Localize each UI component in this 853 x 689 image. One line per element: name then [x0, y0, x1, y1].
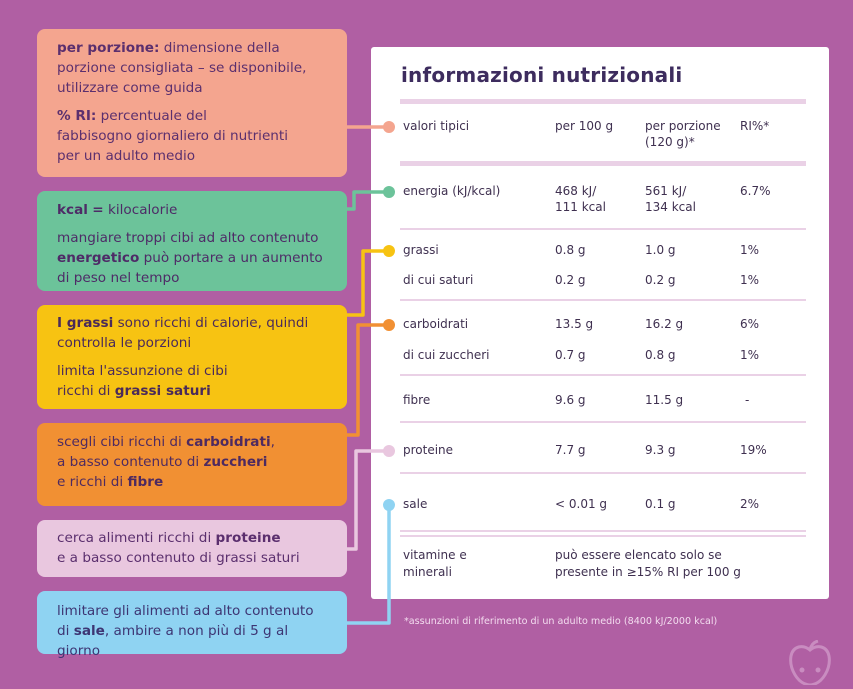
row-salt-ri: 2% — [740, 497, 760, 511]
row-vitamins-note: può essere elencato solo se — [555, 548, 722, 562]
dot-kcal — [383, 186, 395, 198]
row-protein-ri: 19% — [740, 443, 767, 457]
row-carbs-ri: 6% — [740, 317, 760, 331]
legend-carb-box: scegli cibi ricchi di carboidrati, a bas… — [37, 423, 347, 506]
row-vitamins-label: vitamine e — [403, 548, 467, 562]
row-protein-per100: 7.7 g — [555, 443, 586, 457]
row-salt-portion: 0.1 g — [645, 497, 676, 511]
row-minerals-label: minerali — [403, 565, 452, 579]
row-protein-label: proteine — [403, 443, 454, 457]
row-fat-per100: 0.8 g — [555, 243, 586, 257]
legend-portion-box: per porzione: dimensione della porzione … — [37, 29, 347, 177]
divider — [400, 535, 806, 537]
dot-protein — [383, 445, 395, 457]
header-typical-values: valori tipici — [403, 119, 470, 133]
row-carbs-label: carboidrati — [403, 317, 469, 331]
ri-term: % RI: — [57, 108, 97, 124]
divider — [400, 161, 806, 166]
row-protein-portion: 9.3 g — [645, 443, 676, 457]
header-portion-size: (120 g)* — [645, 135, 695, 149]
row-carbs-per100: 13.5 g — [555, 317, 594, 331]
legend-protein-box: cerca alimenti ricchi di proteine e a ba… — [37, 520, 347, 577]
row-sugars-portion: 0.8 g — [645, 348, 676, 362]
row-sugars-ri: 1% — [740, 348, 760, 362]
table-title: informazioni nutrizionali — [401, 63, 683, 87]
row-salt-label: sale — [403, 497, 428, 511]
legend-kcal-box: kcal = kilocalorie mangiare troppi cibi … — [37, 191, 347, 291]
row-energy-portion: 561 kJ/ — [645, 184, 687, 198]
row-salt-per100: < 0.01 g — [555, 497, 608, 511]
connector-protein — [345, 449, 391, 551]
dot-carb — [383, 319, 395, 331]
header-ri: RI%* — [740, 119, 770, 133]
row-sugars-label: di cui zuccheri — [403, 348, 490, 362]
row-energy-per100: 468 kJ/ — [555, 184, 597, 198]
divider — [400, 228, 806, 230]
divider — [400, 472, 806, 474]
row-carbs-portion: 16.2 g — [645, 317, 684, 331]
legend-salt-box: limitare gli alimenti ad alto contenuto … — [37, 591, 347, 659]
row-fat-ri: 1% — [740, 243, 760, 257]
row-fat-label: grassi — [403, 243, 439, 257]
row-fibre-per100: 9.6 g — [555, 393, 586, 407]
row-energy-ri: 6.7% — [740, 184, 771, 198]
row-energy-per100-kcal: 111 kcal — [555, 200, 606, 214]
row-saturates-label: di cui saturi — [403, 273, 474, 287]
row-sugars-per100: 0.7 g — [555, 348, 586, 362]
row-vitamins-note-threshold: presente in ≥15% RI per 100 g — [555, 565, 741, 579]
divider — [400, 374, 806, 376]
header-per-portion: per porzione — [645, 119, 721, 133]
row-fibre-label: fibre — [403, 393, 431, 407]
connector-fat — [345, 249, 391, 317]
dot-salt — [383, 499, 395, 511]
row-fibre-ri: - — [745, 393, 750, 407]
portion-term: per porzione: — [57, 40, 160, 56]
dot-fat — [383, 245, 395, 257]
divider — [400, 530, 806, 532]
row-fibre-portion: 11.5 g — [645, 393, 684, 407]
row-fat-portion: 1.0 g — [645, 243, 676, 257]
dot-portion — [383, 121, 395, 133]
row-saturates-ri: 1% — [740, 273, 760, 287]
header-per-100g: per 100 g — [555, 119, 614, 133]
legend-fat-box: I grassi sono ricchi di calorie, quindi … — [37, 305, 347, 409]
footnote: *assunzioni di riferimento di un adulto … — [404, 616, 718, 627]
connector-salt — [345, 503, 391, 625]
divider — [400, 299, 806, 301]
divider — [400, 99, 806, 104]
nutrition-table-card: informazioni nutrizionali valori tipici … — [371, 47, 829, 599]
apple-logo-icon — [785, 639, 835, 689]
kcal-term: kcal — [57, 202, 88, 218]
row-energy-portion-kcal: 134 kcal — [645, 200, 696, 214]
row-energy-label: energia (kJ/kcal) — [403, 184, 501, 198]
row-saturates-portion: 0.2 g — [645, 273, 676, 287]
connector-carb — [345, 323, 391, 437]
row-saturates-per100: 0.2 g — [555, 273, 586, 287]
connector-kcal — [345, 190, 391, 211]
divider — [400, 421, 806, 423]
